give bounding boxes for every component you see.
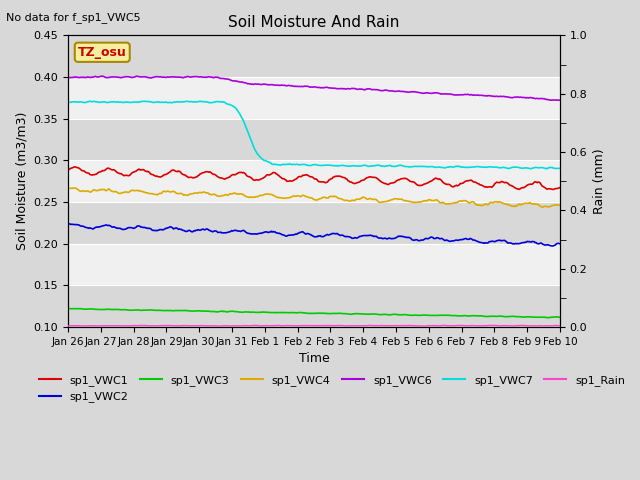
X-axis label: Time: Time: [299, 352, 330, 365]
Y-axis label: Soil Moisture (m3/m3): Soil Moisture (m3/m3): [15, 112, 28, 251]
Bar: [68, 160, 560, 202]
Bar: [68, 77, 560, 119]
Y-axis label: Rain (mm): Rain (mm): [593, 148, 606, 214]
Text: TZ_osu: TZ_osu: [78, 46, 127, 59]
Bar: [68, 119, 560, 160]
Bar: [68, 36, 560, 77]
Bar: [68, 286, 560, 327]
Bar: [68, 202, 560, 244]
Bar: [68, 244, 560, 286]
Text: No data for f_sp1_VWC5: No data for f_sp1_VWC5: [6, 12, 141, 23]
Legend: sp1_VWC1, sp1_VWC2, sp1_VWC3, sp1_VWC4, sp1_VWC6, sp1_VWC7, sp1_Rain: sp1_VWC1, sp1_VWC2, sp1_VWC3, sp1_VWC4, …: [34, 371, 630, 407]
Title: Soil Moisture And Rain: Soil Moisture And Rain: [228, 15, 399, 30]
